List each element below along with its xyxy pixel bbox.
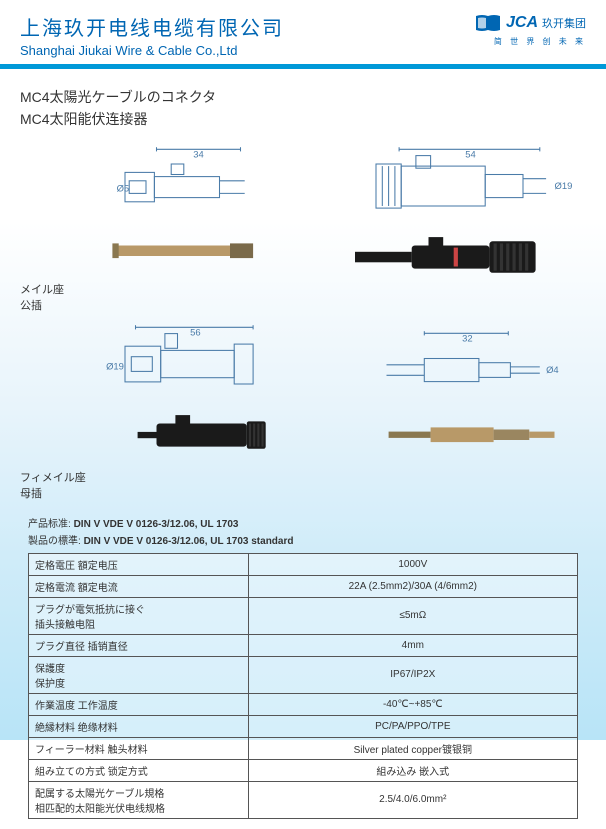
spec-label: フィーラー材料 触头材料: [29, 737, 249, 759]
spec-block: 产品标准: DIN V VDE V 0126-3/12.06, UL 1703 …: [20, 515, 586, 819]
male-pin-icon: [20, 235, 293, 267]
spec-value: 2.5/4.0/6.0mm²: [248, 781, 577, 818]
spec-value: 4mm: [248, 634, 577, 656]
std1-value: DIN V VDE V 0126-3/12.06, UL 1703: [74, 519, 239, 530]
spec-label: 定格電圧 額定电压: [29, 553, 249, 575]
logo-cn: 玖开集团: [542, 15, 586, 31]
svg-text:54: 54: [465, 150, 476, 161]
spec-label: プラグ直径 插销直径: [29, 634, 249, 656]
female-pin-drawing-icon: 32 Ø4: [313, 327, 586, 411]
male-label-jp: メイル座: [20, 281, 293, 297]
male-connector-icon: [313, 235, 586, 277]
spec-value: PC/PA/PPO/TPE: [248, 715, 577, 737]
left-diagram-col: 34 Ø5 メイル座 公插: [20, 143, 293, 501]
table-row: プラグ直径 插销直径4mm: [29, 634, 578, 656]
table-row: 定格電圧 額定电压1000V: [29, 553, 578, 575]
svg-text:34: 34: [193, 150, 204, 161]
product-title-cn: MC4太阳能伏连接器: [20, 109, 586, 129]
table-row: 作業温度 工作温度-40℃~+85℃: [29, 693, 578, 715]
std2-value: DIN V VDE V 0126-3/12.06, UL 1703 standa…: [84, 536, 294, 547]
company-name-cn: 上海玖开电线电缆有限公司: [20, 12, 284, 41]
logo-text: JCA: [506, 14, 538, 32]
content-area: MC4太陽光ケーブルのコネクタ MC4太阳能伏连接器 34 Ø5: [0, 69, 606, 829]
spec-value: ≤5mΩ: [248, 597, 577, 634]
female-pin-icon: [313, 419, 586, 451]
male-drawing-icon: 34 Ø5: [20, 143, 293, 227]
spacer: [313, 291, 586, 319]
male-label-cn: 公插: [20, 297, 293, 313]
product-title-jp: MC4太陽光ケーブルのコネクタ: [20, 87, 586, 107]
spec-label: 配属する太陽光ケーブル規格 相匹配的太阳能光伏电线规格: [29, 781, 249, 818]
logo-row: JCA 玖开集团: [474, 12, 586, 34]
spec-table: 定格電圧 額定电压1000V定格電流 額定电流22A (2.5mm2)/30A …: [28, 553, 578, 819]
spec-label: 絶縁材料 绝缘材料: [29, 715, 249, 737]
table-row: プラグが電気抵抗に接ぐ 插头接触电阻≤5mΩ: [29, 597, 578, 634]
svg-text:Ø5: Ø5: [117, 183, 130, 194]
svg-text:Ø4: Ø4: [546, 365, 559, 376]
male-label-block: メイル座 公插: [20, 281, 293, 313]
svg-text:32: 32: [462, 334, 473, 345]
spec-value: 組み込み 嵌入式: [248, 759, 577, 781]
table-row: 配属する太陽光ケーブル規格 相匹配的太阳能光伏电线规格2.5/4.0/6.0mm…: [29, 781, 578, 818]
standard-line-1: 产品标准: DIN V VDE V 0126-3/12.06, UL 1703: [28, 515, 578, 530]
female-label-block: フィメイル座 母插: [20, 469, 293, 501]
company-name-en: Shanghai Jiukai Wire & Cable Co.,Ltd: [20, 43, 284, 58]
spec-value: IP67/IP2X: [248, 656, 577, 693]
female-connector-icon: [20, 413, 293, 455]
spec-label: 組み立ての方式 锁定方式: [29, 759, 249, 781]
male-assembly-drawing-icon: 54 Ø19: [313, 143, 586, 227]
jca-logo-icon: [474, 12, 502, 34]
spec-tbody: 定格電圧 額定电压1000V定格電流 額定电流22A (2.5mm2)/30A …: [29, 553, 578, 818]
diagrams-section: 34 Ø5 メイル座 公插: [20, 143, 586, 501]
table-row: 定格電流 額定电流22A (2.5mm2)/30A (4/6mm2): [29, 575, 578, 597]
svg-text:56: 56: [190, 327, 201, 338]
tagline: 简 世 界 创 未 来: [494, 36, 586, 47]
page-header: 上海玖开电线电缆有限公司 Shanghai Jiukai Wire & Cabl…: [0, 0, 606, 64]
svg-text:Ø19: Ø19: [555, 181, 573, 192]
spec-label: 保護度 保护度: [29, 656, 249, 693]
female-drawing-icon: 56 Ø19: [20, 321, 293, 405]
table-row: 組み立ての方式 锁定方式組み込み 嵌入式: [29, 759, 578, 781]
spec-value: 1000V: [248, 553, 577, 575]
spec-value: -40℃~+85℃: [248, 693, 577, 715]
spec-label: 作業温度 工作温度: [29, 693, 249, 715]
table-row: 保護度 保护度IP67/IP2X: [29, 656, 578, 693]
standard-line-2: 製品の標準: DIN V VDE V 0126-3/12.06, UL 1703…: [28, 532, 578, 547]
table-row: 絶縁材料 绝缘材料PC/PA/PPO/TPE: [29, 715, 578, 737]
spec-label: プラグが電気抵抗に接ぐ 插头接触电阻: [29, 597, 249, 634]
svg-text:Ø19: Ø19: [106, 361, 124, 372]
female-label-jp: フィメイル座: [20, 469, 293, 485]
spec-value: Silver plated copper镀银铜: [248, 737, 577, 759]
spec-value: 22A (2.5mm2)/30A (4/6mm2): [248, 575, 577, 597]
company-block: 上海玖开电线电缆有限公司 Shanghai Jiukai Wire & Cabl…: [20, 12, 284, 58]
female-label-cn: 母插: [20, 485, 293, 501]
std2-label: 製品の標準:: [28, 536, 81, 547]
right-diagram-col: 54 Ø19: [313, 143, 586, 501]
logo-block: JCA 玖开集团 简 世 界 创 未 来: [474, 12, 586, 47]
std1-label: 产品标准:: [28, 519, 71, 530]
table-row: フィーラー材料 触头材料Silver plated copper镀银铜: [29, 737, 578, 759]
spec-label: 定格電流 額定电流: [29, 575, 249, 597]
